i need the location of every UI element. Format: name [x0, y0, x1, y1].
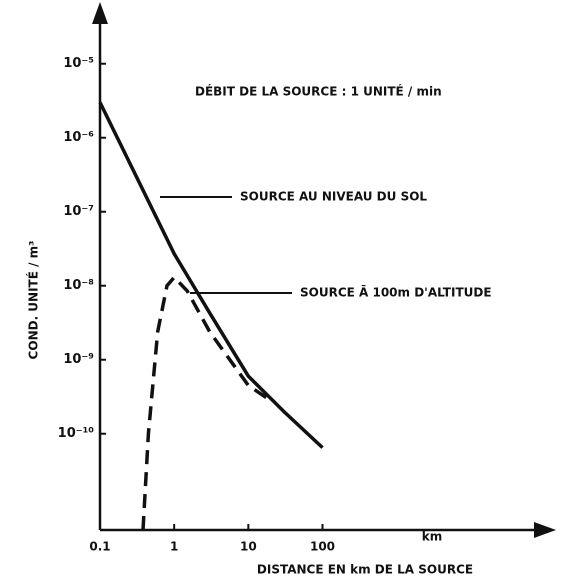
x-tick-label: 100	[310, 540, 335, 554]
x-tick-label: 10	[240, 540, 257, 554]
x-tick-label: 1	[170, 540, 178, 554]
x-axis-label: DISTANCE EN km DE LA SOURCE	[257, 563, 473, 577]
y-tick-label: 10⁻⁹	[63, 352, 94, 367]
series-label: SOURCE Ā 100m D'ALTITUDE	[300, 286, 492, 300]
y-tick-label: 10⁻⁵	[63, 56, 94, 71]
y-tick-label: 10⁻⁶	[63, 130, 94, 145]
series-line	[98, 101, 324, 449]
x-tick-label: 0.1	[89, 540, 110, 554]
chart-title: DÉBIT DE LA SOURCE : 1 UNITÉ / min	[195, 84, 442, 99]
y-tick-label: 10⁻¹⁰	[58, 426, 95, 441]
series-line	[141, 274, 272, 531]
y-axis-label: COND. UNITÉ / m³	[26, 241, 41, 360]
y-arrow	[92, 2, 108, 24]
x-arrow	[534, 522, 556, 538]
x-unit: km	[422, 530, 442, 544]
y-tick-label: 10⁻⁸	[63, 278, 94, 293]
y-tick-label: 10⁻⁷	[63, 204, 94, 219]
series-label: SOURCE AU NIVEAU DU SOL	[240, 190, 427, 204]
